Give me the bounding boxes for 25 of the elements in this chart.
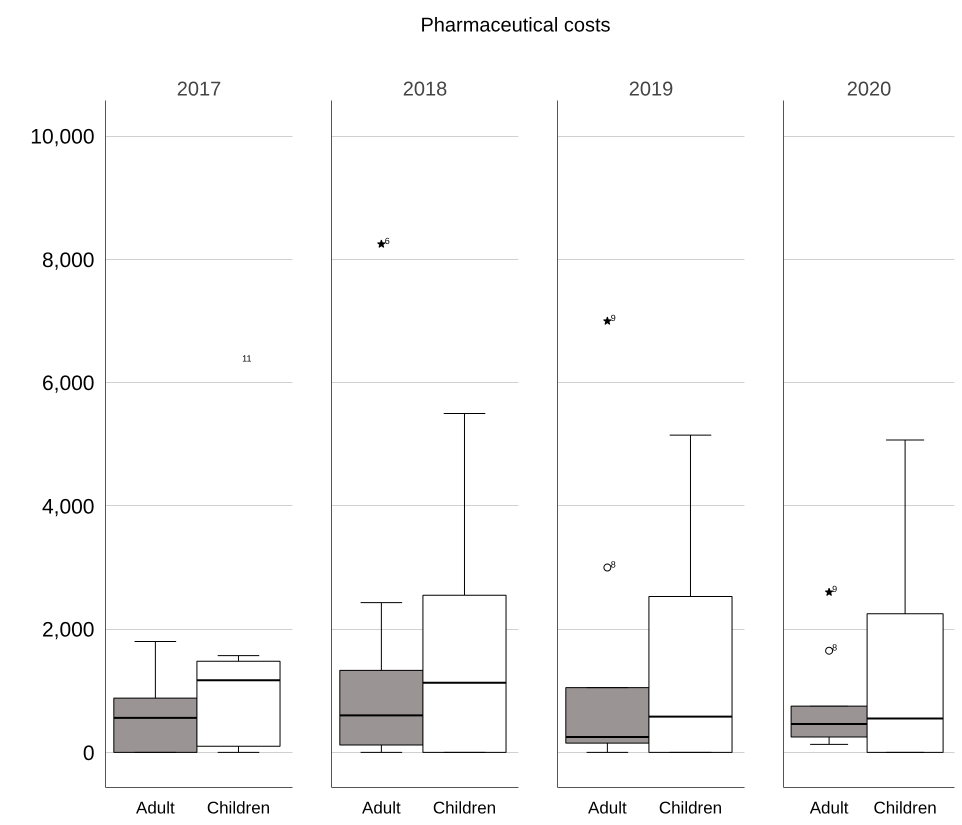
chart-title: 2018 <box>402 78 448 100</box>
annotation: 6 <box>384 236 390 246</box>
y-tick-label: 8,000 <box>42 248 95 272</box>
text: Pharmaceutical costs <box>420 14 611 36</box>
annotation: 9 <box>832 584 838 594</box>
chart-title: 2019 <box>628 78 674 100</box>
x-tick-label: Adult <box>588 798 628 818</box>
annotation: 11 <box>242 354 252 364</box>
x-tick-label: Adult <box>136 798 176 818</box>
chart-title: 2020 <box>846 78 892 100</box>
y-tick-label: 4,000 <box>42 495 95 518</box>
x-tick-label: Children <box>658 798 722 818</box>
annotation: 8 <box>610 560 616 570</box>
y-tick-label: 2,000 <box>42 618 95 642</box>
x-tick-label: Children <box>873 798 937 818</box>
y-tick-label: 10,000 <box>30 126 95 149</box>
x-tick-label: Children <box>206 798 270 818</box>
chart-title: 2017 <box>176 78 222 100</box>
annotation: 8 <box>832 642 838 653</box>
x-tick-label: Children <box>432 798 496 818</box>
x-tick-label: Adult <box>810 798 849 818</box>
x-tick-label: Adult <box>362 798 402 818</box>
y-tick-label: 0 <box>82 742 95 765</box>
annotation: 9 <box>610 313 616 324</box>
y-tick-label: 6,000 <box>42 372 95 396</box>
